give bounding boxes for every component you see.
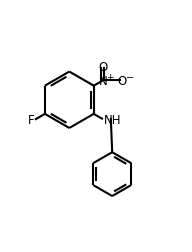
Text: NH: NH [103, 113, 121, 126]
Text: F: F [28, 114, 35, 127]
Text: N: N [98, 75, 107, 88]
Text: −: − [126, 73, 134, 83]
Text: O: O [117, 75, 127, 88]
Text: +: + [106, 72, 113, 81]
Text: O: O [98, 60, 108, 73]
